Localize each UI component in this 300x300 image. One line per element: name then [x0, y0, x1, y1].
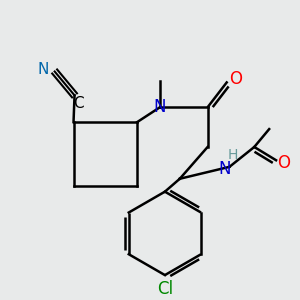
Text: C: C — [73, 96, 84, 111]
Text: O: O — [229, 70, 242, 88]
Text: N: N — [154, 98, 166, 116]
Text: H: H — [227, 148, 238, 162]
Text: N: N — [218, 160, 231, 178]
Text: N: N — [37, 62, 49, 77]
Text: Cl: Cl — [157, 280, 173, 298]
Text: O: O — [278, 154, 291, 172]
